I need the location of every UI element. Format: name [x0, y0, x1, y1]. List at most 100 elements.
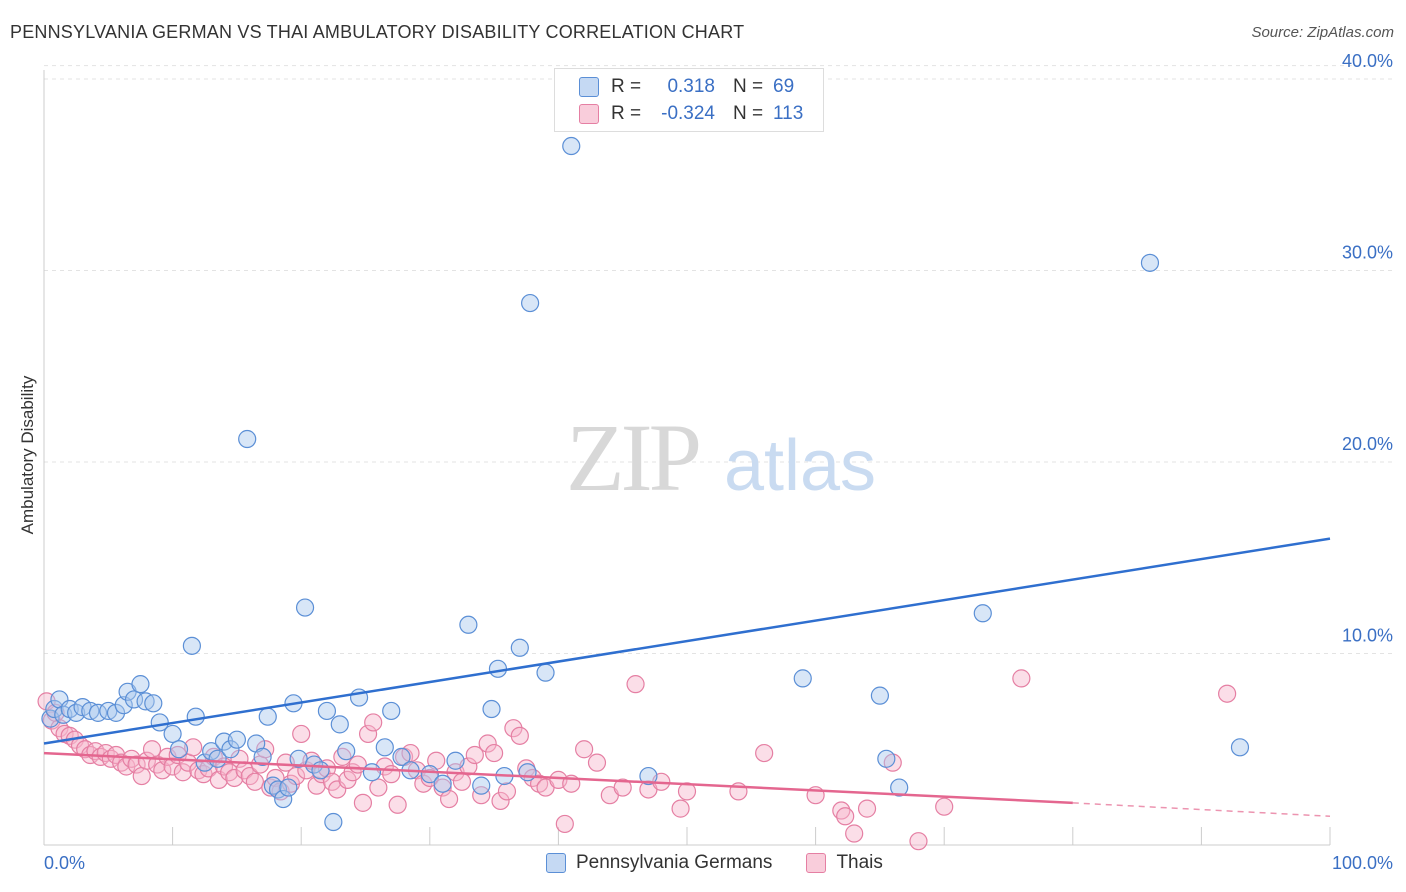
pennsylvania-germans-point — [208, 749, 227, 768]
thais-point — [220, 763, 239, 782]
x-tick-labels: 0.0% 100.0% — [44, 853, 1393, 873]
legend-r-value: -0.324 — [661, 103, 715, 124]
thais-trend-extension — [1072, 802, 1331, 818]
watermark-zip: ZIP — [566, 404, 699, 511]
thais-point — [452, 772, 472, 791]
pennsylvania-germans-point — [182, 636, 201, 655]
thais-point — [245, 772, 265, 791]
grid-lines — [44, 65, 1392, 654]
legend-swatch-pink — [806, 853, 827, 873]
x-tick-label: 100.0% — [1332, 853, 1393, 873]
pennsylvania-germans-point — [279, 778, 298, 797]
thais-point — [184, 738, 203, 757]
pennsylvania-germans-point — [639, 766, 658, 786]
pennsylvania-germans-point — [163, 724, 182, 744]
thais-point — [677, 782, 697, 801]
pennsylvania-germans-point — [472, 776, 491, 795]
pennsylvania-germans-point — [562, 136, 581, 156]
thais-point — [209, 770, 228, 789]
pennsylvania-germans-point — [295, 598, 315, 617]
y-tick-label: 10.0% — [1342, 626, 1393, 646]
pennsylvania-germans-point — [238, 429, 257, 449]
thais-point — [137, 751, 156, 770]
pennsylvania-germans-point — [317, 701, 337, 721]
thais-point — [935, 797, 954, 816]
thais-point — [755, 743, 774, 763]
pennsylvania-germans-point — [311, 761, 330, 780]
thais-point — [485, 743, 504, 763]
pennsylvania-germans-point — [144, 694, 163, 713]
pennsylvania-germans-point — [1230, 738, 1250, 757]
thais-point — [353, 793, 373, 812]
thais-point — [369, 778, 388, 797]
thais-point — [127, 755, 146, 774]
thais-point — [433, 778, 452, 797]
pennsylvania-germans-point — [420, 765, 439, 784]
series-legend: Pennsylvania Germans Thais — [546, 852, 917, 874]
thais-point — [613, 778, 632, 797]
thais-point — [292, 724, 311, 744]
pennsylvania-germans-point — [793, 669, 812, 688]
thais-point — [575, 740, 594, 759]
thais-point — [555, 814, 574, 834]
legend-r-label: R = — [611, 103, 642, 124]
thais-point — [163, 757, 182, 776]
pennsylvania-germans-point — [45, 699, 64, 719]
thais-point — [497, 782, 517, 801]
thais-point — [1218, 684, 1237, 703]
thais-point — [225, 768, 244, 788]
pennsylvania-germans-point — [870, 686, 890, 705]
pennsylvania-germans-point — [106, 703, 126, 722]
y-tick-label: 30.0% — [1342, 243, 1393, 263]
pennsylvania-germans-point — [274, 789, 293, 809]
pennsylvania-germans-points — [41, 136, 1250, 832]
pennsylvania-germans-point — [258, 707, 277, 726]
thais-point — [148, 755, 167, 774]
pennsylvania-germans-point — [518, 763, 537, 782]
thais-point — [364, 713, 383, 732]
pennsylvania-germans-point — [375, 738, 394, 757]
thais-point — [465, 745, 484, 765]
legend-n-value: 113 — [773, 103, 804, 124]
legend-item-thais: Thais — [806, 852, 883, 874]
pennsylvania-germans-point — [337, 742, 356, 761]
pennsylvania-germans-point — [890, 778, 909, 797]
legend-swatch-blue — [546, 853, 566, 873]
pennsylvania-germans-point — [877, 749, 896, 768]
thais-point — [671, 799, 690, 818]
thais-point — [382, 765, 401, 784]
pennsylvania-germans-point — [433, 774, 452, 793]
thais-point — [472, 786, 491, 805]
thais-point — [240, 766, 259, 786]
thais-point — [439, 789, 459, 809]
thais-point — [491, 791, 510, 811]
chart-title: PENNSYLVANIA GERMAN VS THAI AMBULATORY D… — [10, 22, 745, 42]
source-label: Source: ZipAtlas.com — [1251, 24, 1394, 41]
pennsylvania-germans-point — [186, 707, 205, 726]
thais-point — [388, 795, 407, 814]
legend-n-label: N = — [733, 76, 764, 97]
pennsylvania-germans-point — [114, 696, 133, 715]
thais-point — [478, 734, 497, 753]
pennsylvania-germans-point — [973, 604, 992, 623]
legend-row-pennsylvania-germans: R = 0.318 N = 69 — [579, 74, 794, 100]
thais-point — [845, 824, 864, 843]
legend-swatch-blue — [579, 77, 599, 97]
pennsylvania-germans-point — [169, 740, 189, 759]
thais-point — [1012, 669, 1031, 688]
watermark: ZIP atlas — [566, 404, 876, 511]
pennsylvania-germans-point — [253, 747, 272, 767]
pennsylvania-germans-point — [330, 715, 349, 734]
pennsylvania-germans-point — [324, 812, 343, 832]
correlation-legend: R = 0.318 N = 69 R = -0.324 N = 113 — [554, 68, 824, 132]
thais-point — [132, 766, 151, 786]
trend-lines — [43, 537, 1331, 818]
thais-point — [142, 740, 162, 759]
pennsylvania-germans-point — [227, 730, 246, 749]
pennsylvania-germans-point — [382, 701, 401, 721]
pennsylvania-germans-point — [446, 751, 465, 770]
y-tick-labels: 10.0% 20.0% 30.0% 40.0% — [1342, 51, 1393, 646]
x-tick-label: 0.0% — [44, 853, 85, 873]
pennsylvania-germans-point — [124, 690, 144, 709]
